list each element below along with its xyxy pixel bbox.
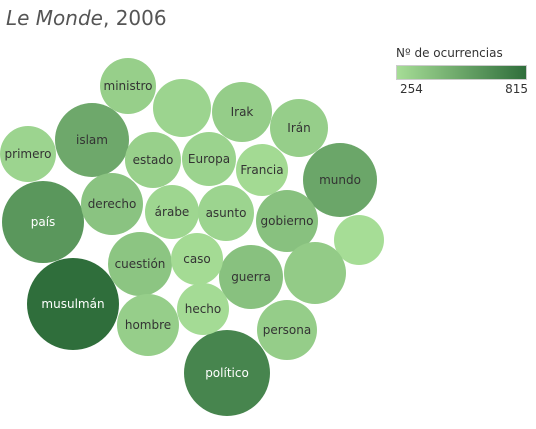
chart-title-publication: Le Monde (6, 6, 103, 30)
bubble-label: derecho (88, 197, 137, 211)
bubble[interactable] (177, 283, 229, 335)
legend-min-label: 254 (400, 82, 423, 96)
bubble-label: Europa (188, 152, 230, 166)
legend-max-label: 815 (505, 82, 528, 96)
bubble[interactable] (182, 132, 236, 186)
bubble[interactable] (198, 185, 254, 241)
bubble[interactable] (184, 330, 270, 416)
bubble[interactable] (0, 126, 56, 182)
bubble-label: musulmán (41, 297, 104, 311)
bubble[interactable] (125, 132, 181, 188)
color-legend: Nº de ocurrencias 254 815 (396, 46, 532, 96)
bubble-label: hombre (125, 318, 171, 332)
bubble[interactable] (284, 242, 346, 304)
bubble[interactable] (236, 144, 288, 196)
bubble-label: islam (76, 133, 108, 147)
bubble[interactable] (270, 99, 328, 157)
bubble-label: hecho (185, 302, 222, 316)
bubble-label: guerra (231, 270, 271, 284)
bubble[interactable] (219, 245, 283, 309)
bubble[interactable] (153, 79, 211, 137)
bubble-label: árabe (155, 205, 190, 219)
bubble[interactable] (256, 190, 318, 252)
bubble[interactable] (303, 143, 377, 217)
legend-title: Nº de ocurrencias (396, 46, 503, 60)
bubble[interactable] (145, 185, 199, 239)
bubble-label: político (205, 366, 249, 380)
bubble[interactable] (334, 215, 384, 265)
bubble[interactable] (257, 300, 317, 360)
bubble-label: ministro (104, 79, 153, 93)
bubble-label: persona (263, 323, 312, 337)
bubble-label: caso (183, 252, 211, 266)
bubble[interactable] (55, 103, 129, 177)
bubble-label: país (31, 215, 56, 229)
bubble[interactable] (117, 294, 179, 356)
chart-title-year: , 2006 (102, 6, 167, 30)
bubble-label: mundo (319, 173, 361, 187)
bubble[interactable] (171, 233, 223, 285)
bubble[interactable] (27, 258, 119, 350)
bubble[interactable] (100, 58, 156, 114)
bubble-label: Irak (231, 105, 254, 119)
bubble-label: asunto (206, 206, 247, 220)
bubble-label: cuestión (115, 257, 166, 271)
bubble-label: gobierno (261, 214, 314, 228)
legend-gradient-bar (396, 65, 527, 80)
bubble-label: Francia (240, 163, 283, 177)
bubble-label: primero (5, 147, 52, 161)
bubble[interactable] (212, 82, 272, 142)
bubble[interactable] (108, 232, 172, 296)
bubble-label: estado (133, 153, 174, 167)
bubble[interactable] (81, 173, 143, 235)
bubble[interactable] (2, 181, 84, 263)
chart-title: Le Monde, 2006 (6, 6, 167, 30)
bubble-label: Irán (287, 121, 310, 135)
